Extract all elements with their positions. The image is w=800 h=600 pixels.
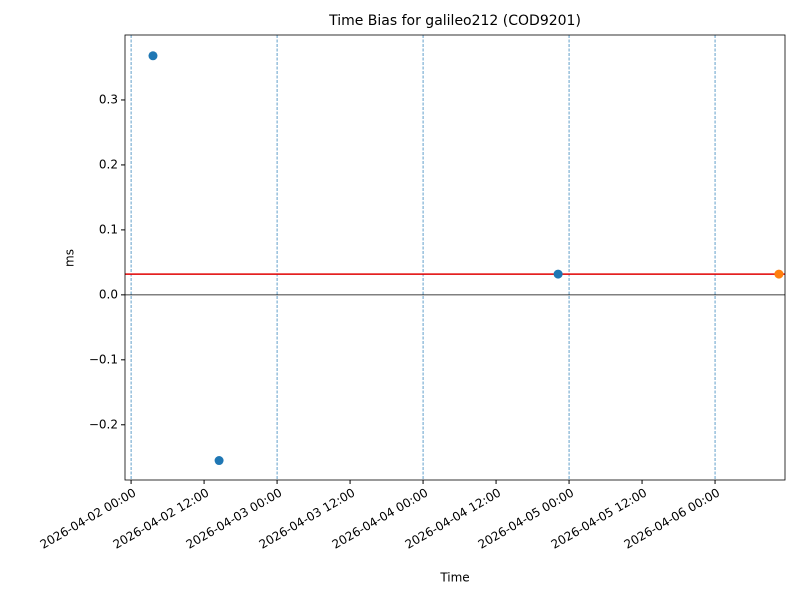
point [214,456,224,466]
point [774,269,784,279]
point [148,51,158,61]
chart-title: Time Bias for galileo212 (COD9201) [328,13,581,29]
plot-frame [124,34,786,481]
point [553,269,563,279]
y-tick-label: 0.3 [99,92,118,106]
y-tick-label: 0.2 [99,157,118,171]
y-tick-label: −0.2 [89,417,118,431]
y-tick-label: −0.1 [89,352,118,366]
y-axis-label: ms [63,249,77,267]
y-tick-label: 0.1 [99,222,118,236]
y-tick-label: 0.0 [99,287,118,301]
x-axis-label: Time [439,571,469,585]
